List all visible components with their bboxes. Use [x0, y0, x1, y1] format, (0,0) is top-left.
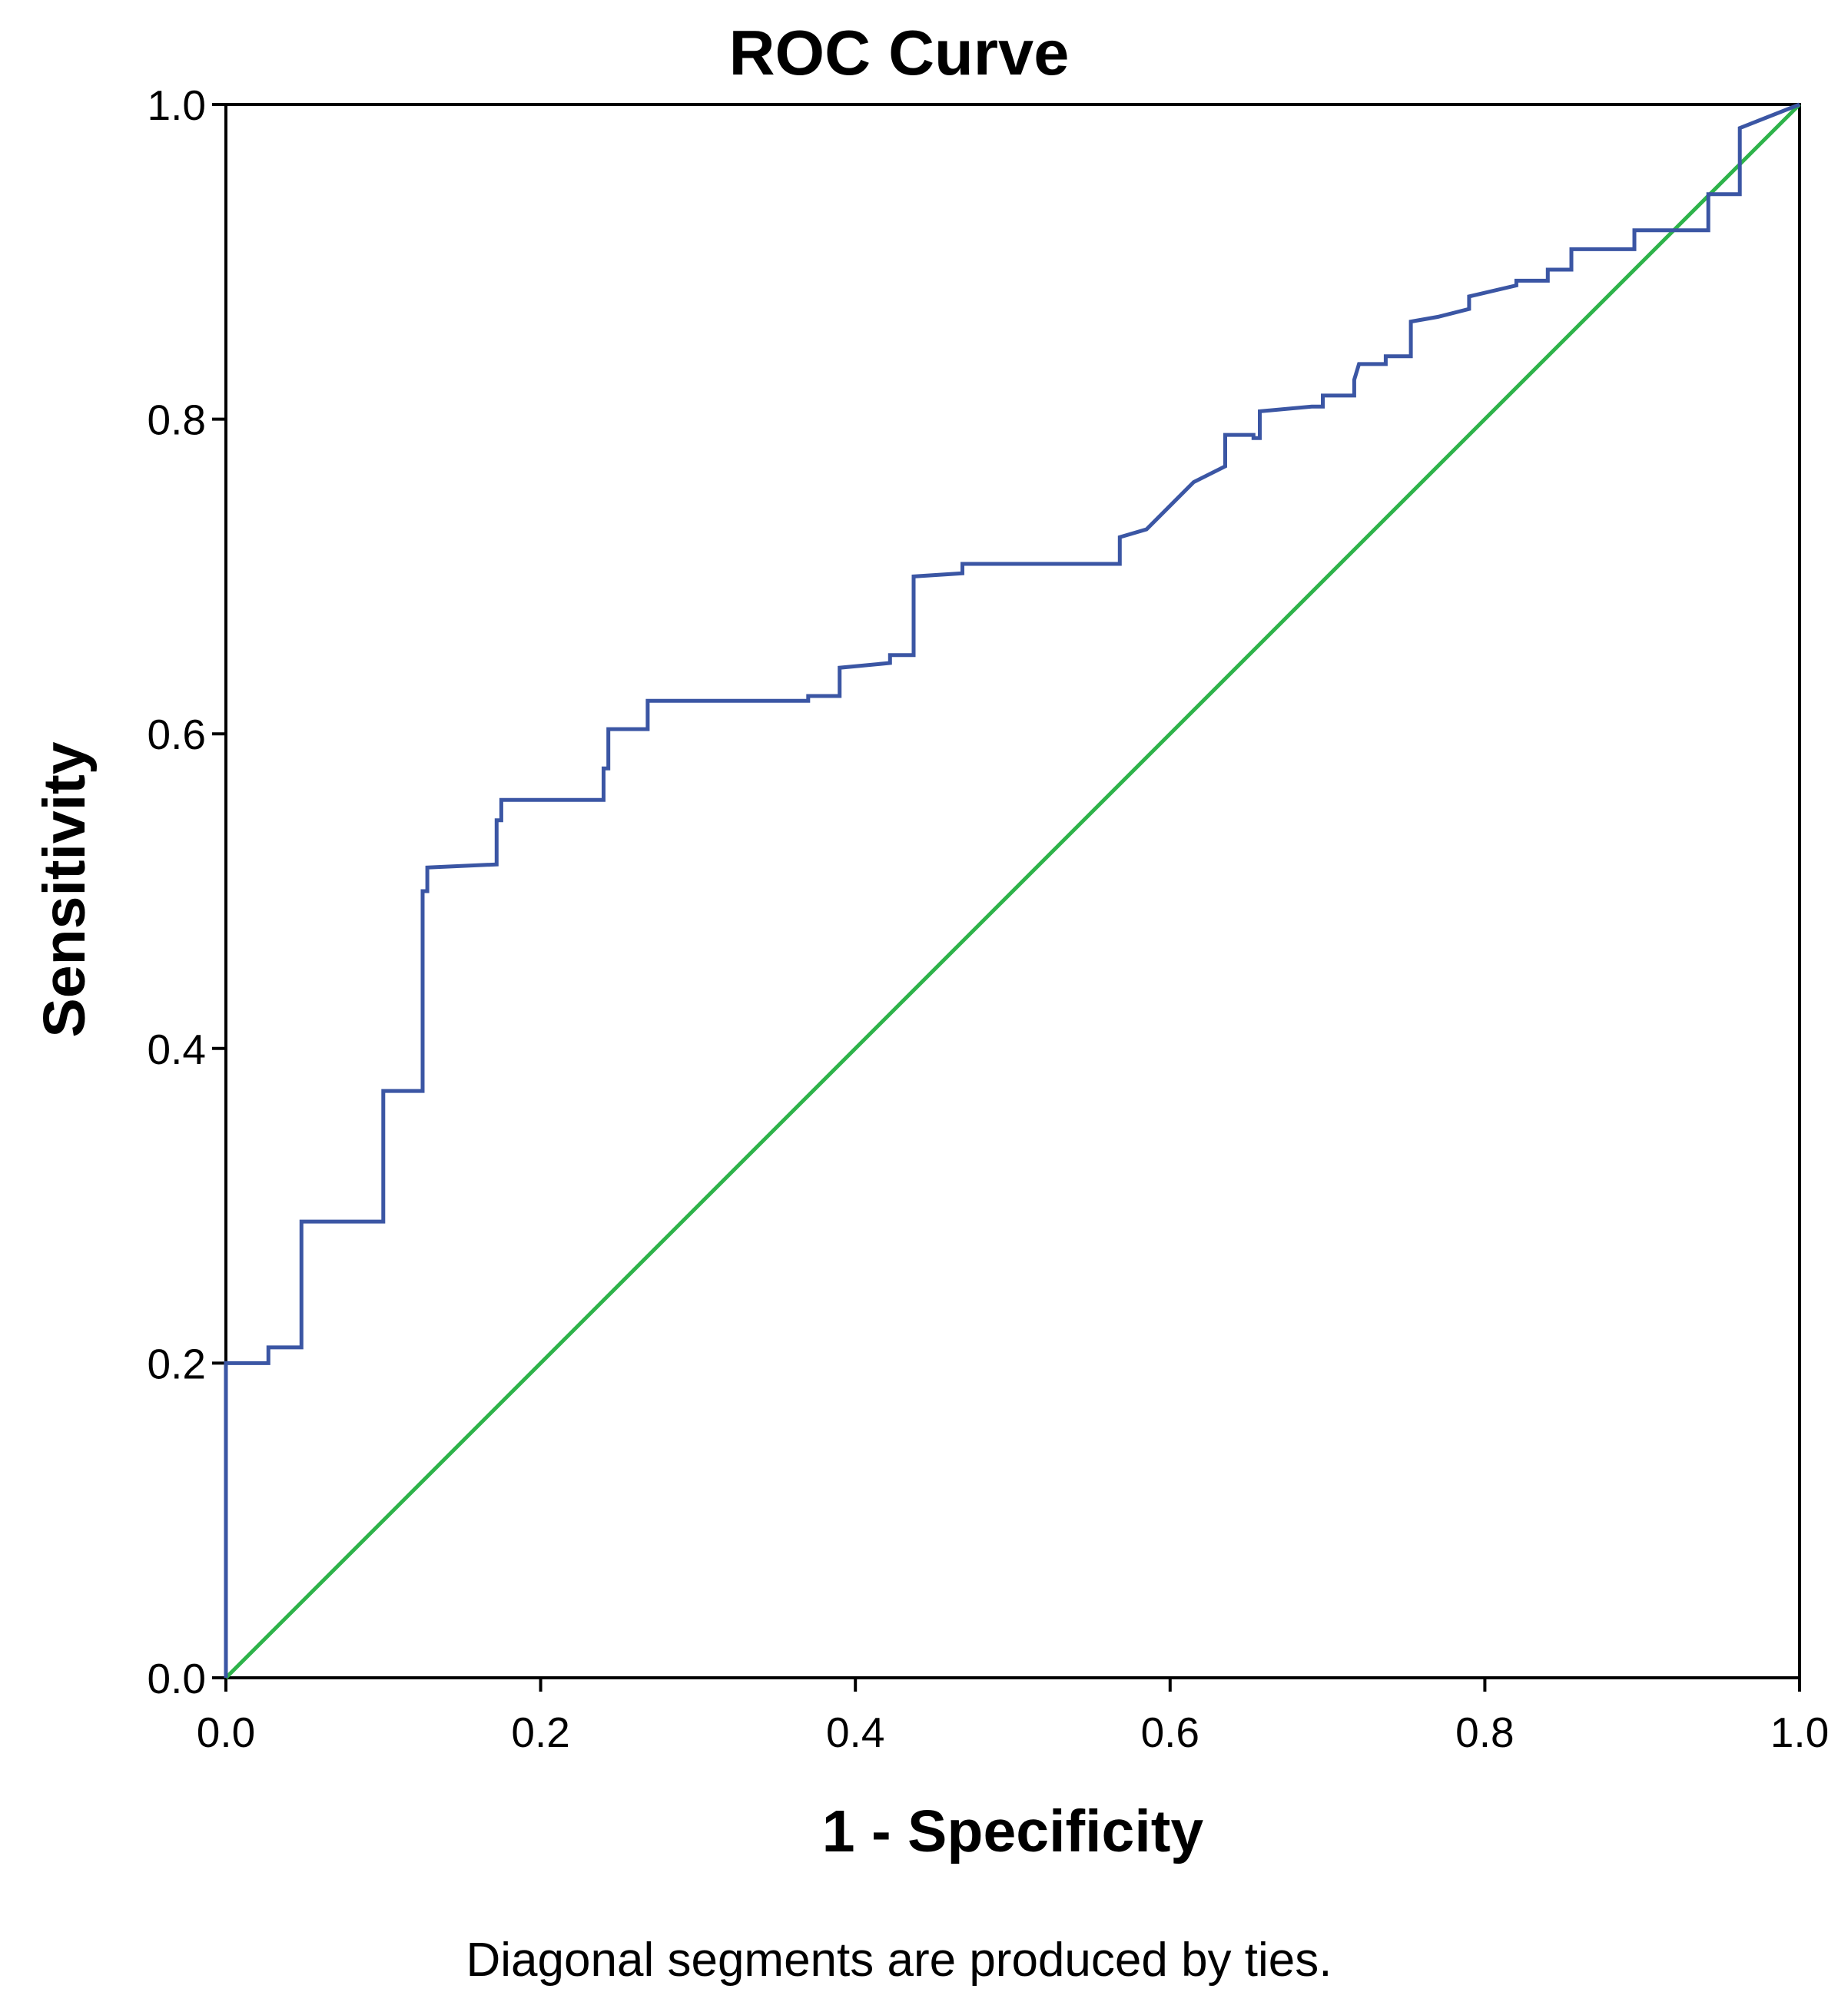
- y-tick-label: 0.4: [148, 1026, 206, 1073]
- plot-frame: [224, 103, 1801, 1679]
- x-tick-label: 0.4: [826, 1709, 884, 1756]
- y-axis-ticks: 0.0 0.2 0.4 0.6 0.8 1.0: [148, 81, 226, 1702]
- y-tick-label: 1.0: [148, 81, 206, 129]
- roc-curve-series: [224, 102, 1800, 1678]
- series-layer: [224, 102, 1801, 1679]
- chart-title: ROC Curve: [729, 17, 1070, 88]
- x-tick-label: 0.6: [1141, 1709, 1199, 1756]
- x-tick-label: 1.0: [1770, 1709, 1829, 1756]
- x-tick-label: 0.2: [511, 1709, 569, 1756]
- y-tick-label: 0.0: [148, 1655, 206, 1702]
- y-tick-label: 0.6: [148, 711, 206, 758]
- x-tick-label: 0.0: [197, 1709, 255, 1756]
- y-tick-label: 0.2: [148, 1340, 206, 1387]
- x-axis-title: 1 - Specificity: [822, 1798, 1204, 1864]
- x-tick-label: 0.8: [1455, 1709, 1514, 1756]
- reference-line-series: [224, 103, 1801, 1679]
- y-axis-title: Sensitivity: [32, 741, 98, 1037]
- x-axis-ticks: 0.0 0.2 0.4 0.6 0.8 1.0: [197, 1678, 1829, 1756]
- y-tick-label: 0.8: [148, 396, 206, 444]
- plot-area: 0.0 0.2 0.4 0.6 0.8 1.0 0.0 0.2 0.4 0.6 0.8 1.0: [148, 81, 1830, 1756]
- chart-footnote: Diagonal segments are produced by ties.: [466, 1934, 1332, 1987]
